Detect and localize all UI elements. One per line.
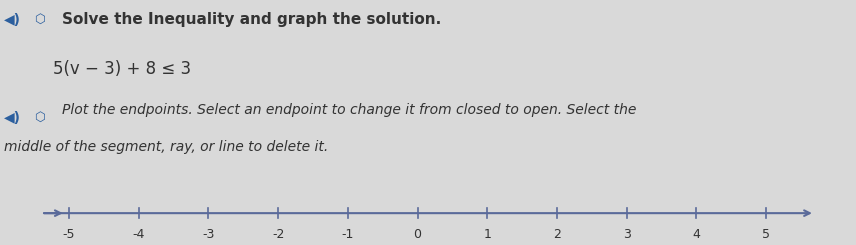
Text: 5: 5 — [762, 228, 770, 241]
Text: -2: -2 — [272, 228, 284, 241]
Text: 3: 3 — [622, 228, 631, 241]
Text: -3: -3 — [202, 228, 215, 241]
Text: middle of the segment, ray, or line to delete it.: middle of the segment, ray, or line to d… — [4, 140, 329, 154]
Text: Plot the endpoints. Select an endpoint to change it from closed to open. Select : Plot the endpoints. Select an endpoint t… — [62, 103, 636, 117]
Text: ◀): ◀) — [4, 110, 21, 125]
Text: ⬡: ⬡ — [34, 13, 45, 26]
Text: 4: 4 — [693, 228, 700, 241]
Text: ⬡: ⬡ — [34, 111, 45, 124]
Text: 5(v − 3) + 8 ≤ 3: 5(v − 3) + 8 ≤ 3 — [53, 60, 191, 78]
Text: Solve the Inequality and graph the solution.: Solve the Inequality and graph the solut… — [62, 12, 441, 27]
Text: -1: -1 — [342, 228, 354, 241]
Text: -5: -5 — [62, 228, 75, 241]
Text: 0: 0 — [413, 228, 421, 241]
Text: 2: 2 — [553, 228, 561, 241]
Text: 1: 1 — [484, 228, 491, 241]
Text: -4: -4 — [133, 228, 145, 241]
Text: ◀): ◀) — [4, 12, 21, 27]
